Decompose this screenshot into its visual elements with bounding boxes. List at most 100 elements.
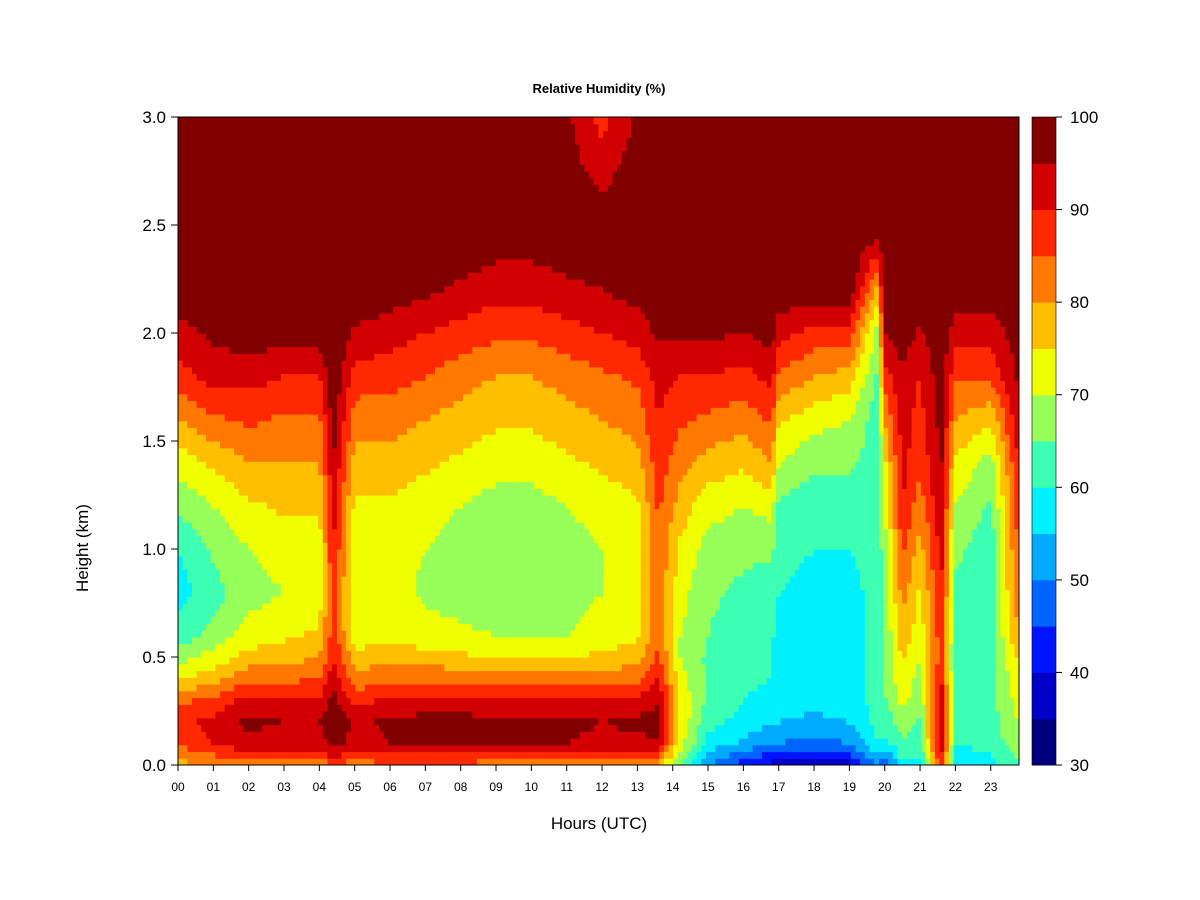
heatmap-cell <box>388 347 393 354</box>
heatmap-cell <box>402 583 407 590</box>
heatmap-cell <box>309 178 314 185</box>
heatmap-cell <box>215 529 220 536</box>
heatmap-cell <box>290 630 295 637</box>
heatmap-cell <box>407 549 412 556</box>
heatmap-cell <box>206 286 211 293</box>
heatmap-cell <box>248 617 253 624</box>
heatmap-cell <box>304 205 309 212</box>
heatmap-cell <box>206 333 211 340</box>
heatmap-cell <box>239 374 244 381</box>
heatmap-cell <box>342 549 347 556</box>
heatmap-cell <box>342 374 347 381</box>
heatmap-cell <box>318 367 323 374</box>
heatmap-cell <box>398 691 403 698</box>
heatmap-cell <box>318 637 323 644</box>
heatmap-cell <box>220 272 225 279</box>
heatmap-cell <box>183 556 188 563</box>
heatmap-cell <box>313 441 318 448</box>
heatmap-cell <box>346 704 351 711</box>
heatmap-cell <box>365 671 370 678</box>
heatmap-cell <box>253 353 258 360</box>
heatmap-cell <box>276 455 281 462</box>
heatmap-cell <box>388 266 393 273</box>
heatmap-cell <box>234 360 239 367</box>
heatmap-cell <box>229 421 234 428</box>
heatmap-cell <box>290 380 295 387</box>
heatmap-cell <box>328 475 333 482</box>
heatmap-cell <box>295 671 300 678</box>
heatmap-cell <box>304 758 309 765</box>
heatmap-cell <box>370 124 375 131</box>
heatmap-cell <box>267 488 272 495</box>
heatmap-cell <box>398 212 403 219</box>
heatmap-cell <box>365 205 370 212</box>
heatmap-cell <box>351 326 356 333</box>
heatmap-cell <box>290 536 295 543</box>
heatmap-cell <box>220 664 225 671</box>
heatmap-cell <box>225 428 230 435</box>
heatmap-cell <box>379 252 384 259</box>
heatmap-cell <box>234 198 239 205</box>
heatmap-cell <box>360 414 365 421</box>
heatmap-cell <box>248 131 253 138</box>
heatmap-cell <box>384 536 389 543</box>
heatmap-cell <box>374 536 379 543</box>
heatmap-cell <box>346 380 351 387</box>
heatmap-cell <box>229 549 234 556</box>
heatmap-cell <box>262 360 267 367</box>
heatmap-cell <box>407 347 412 354</box>
heatmap-cell <box>225 630 230 637</box>
heatmap-cell <box>351 738 356 745</box>
heatmap-cell <box>197 286 202 293</box>
heatmap-cell <box>384 387 389 394</box>
heatmap-cell <box>370 380 375 387</box>
heatmap-cell <box>267 738 272 745</box>
heatmap-cell <box>192 401 197 408</box>
heatmap-cell <box>262 684 267 691</box>
heatmap-cell <box>215 158 220 165</box>
heatmap-cell <box>248 387 253 394</box>
heatmap-cell <box>374 421 379 428</box>
heatmap-cell <box>225 556 230 563</box>
heatmap-cell <box>290 617 295 624</box>
heatmap-cell <box>407 738 412 745</box>
heatmap-cell <box>295 272 300 279</box>
heatmap-cell <box>356 711 361 718</box>
heatmap-cell <box>299 137 304 144</box>
heatmap-cell <box>318 617 323 624</box>
heatmap-cell <box>309 725 314 732</box>
heatmap-cell <box>276 704 281 711</box>
heatmap-cell <box>187 536 192 543</box>
heatmap-cell <box>407 158 412 165</box>
heatmap-cell <box>342 752 347 759</box>
heatmap-cell <box>187 542 192 549</box>
heatmap-cell <box>281 650 286 657</box>
heatmap-cell <box>388 279 393 286</box>
heatmap-cell <box>295 488 300 495</box>
heatmap-cell <box>402 745 407 752</box>
heatmap-cell <box>285 232 290 239</box>
heatmap-cell <box>416 610 421 617</box>
heatmap-cell <box>253 509 258 516</box>
heatmap-cell <box>239 340 244 347</box>
heatmap-cell <box>388 232 393 239</box>
heatmap-cell <box>239 495 244 502</box>
heatmap-cell <box>323 569 328 576</box>
heatmap-cell <box>281 232 286 239</box>
heatmap-cell <box>407 603 412 610</box>
heatmap-cell <box>271 421 276 428</box>
heatmap-cell <box>276 131 281 138</box>
heatmap-cell <box>412 414 417 421</box>
heatmap-cell <box>197 556 202 563</box>
heatmap-cell <box>402 333 407 340</box>
heatmap-cell <box>393 124 398 131</box>
heatmap-cell <box>384 725 389 732</box>
heatmap-cell <box>328 239 333 246</box>
heatmap-cell <box>211 617 216 624</box>
heatmap-cell <box>211 711 216 718</box>
heatmap-cell <box>243 529 248 536</box>
heatmap-cell <box>290 644 295 651</box>
heatmap-cell <box>197 603 202 610</box>
heatmap-cell <box>215 448 220 455</box>
heatmap-cell <box>318 340 323 347</box>
